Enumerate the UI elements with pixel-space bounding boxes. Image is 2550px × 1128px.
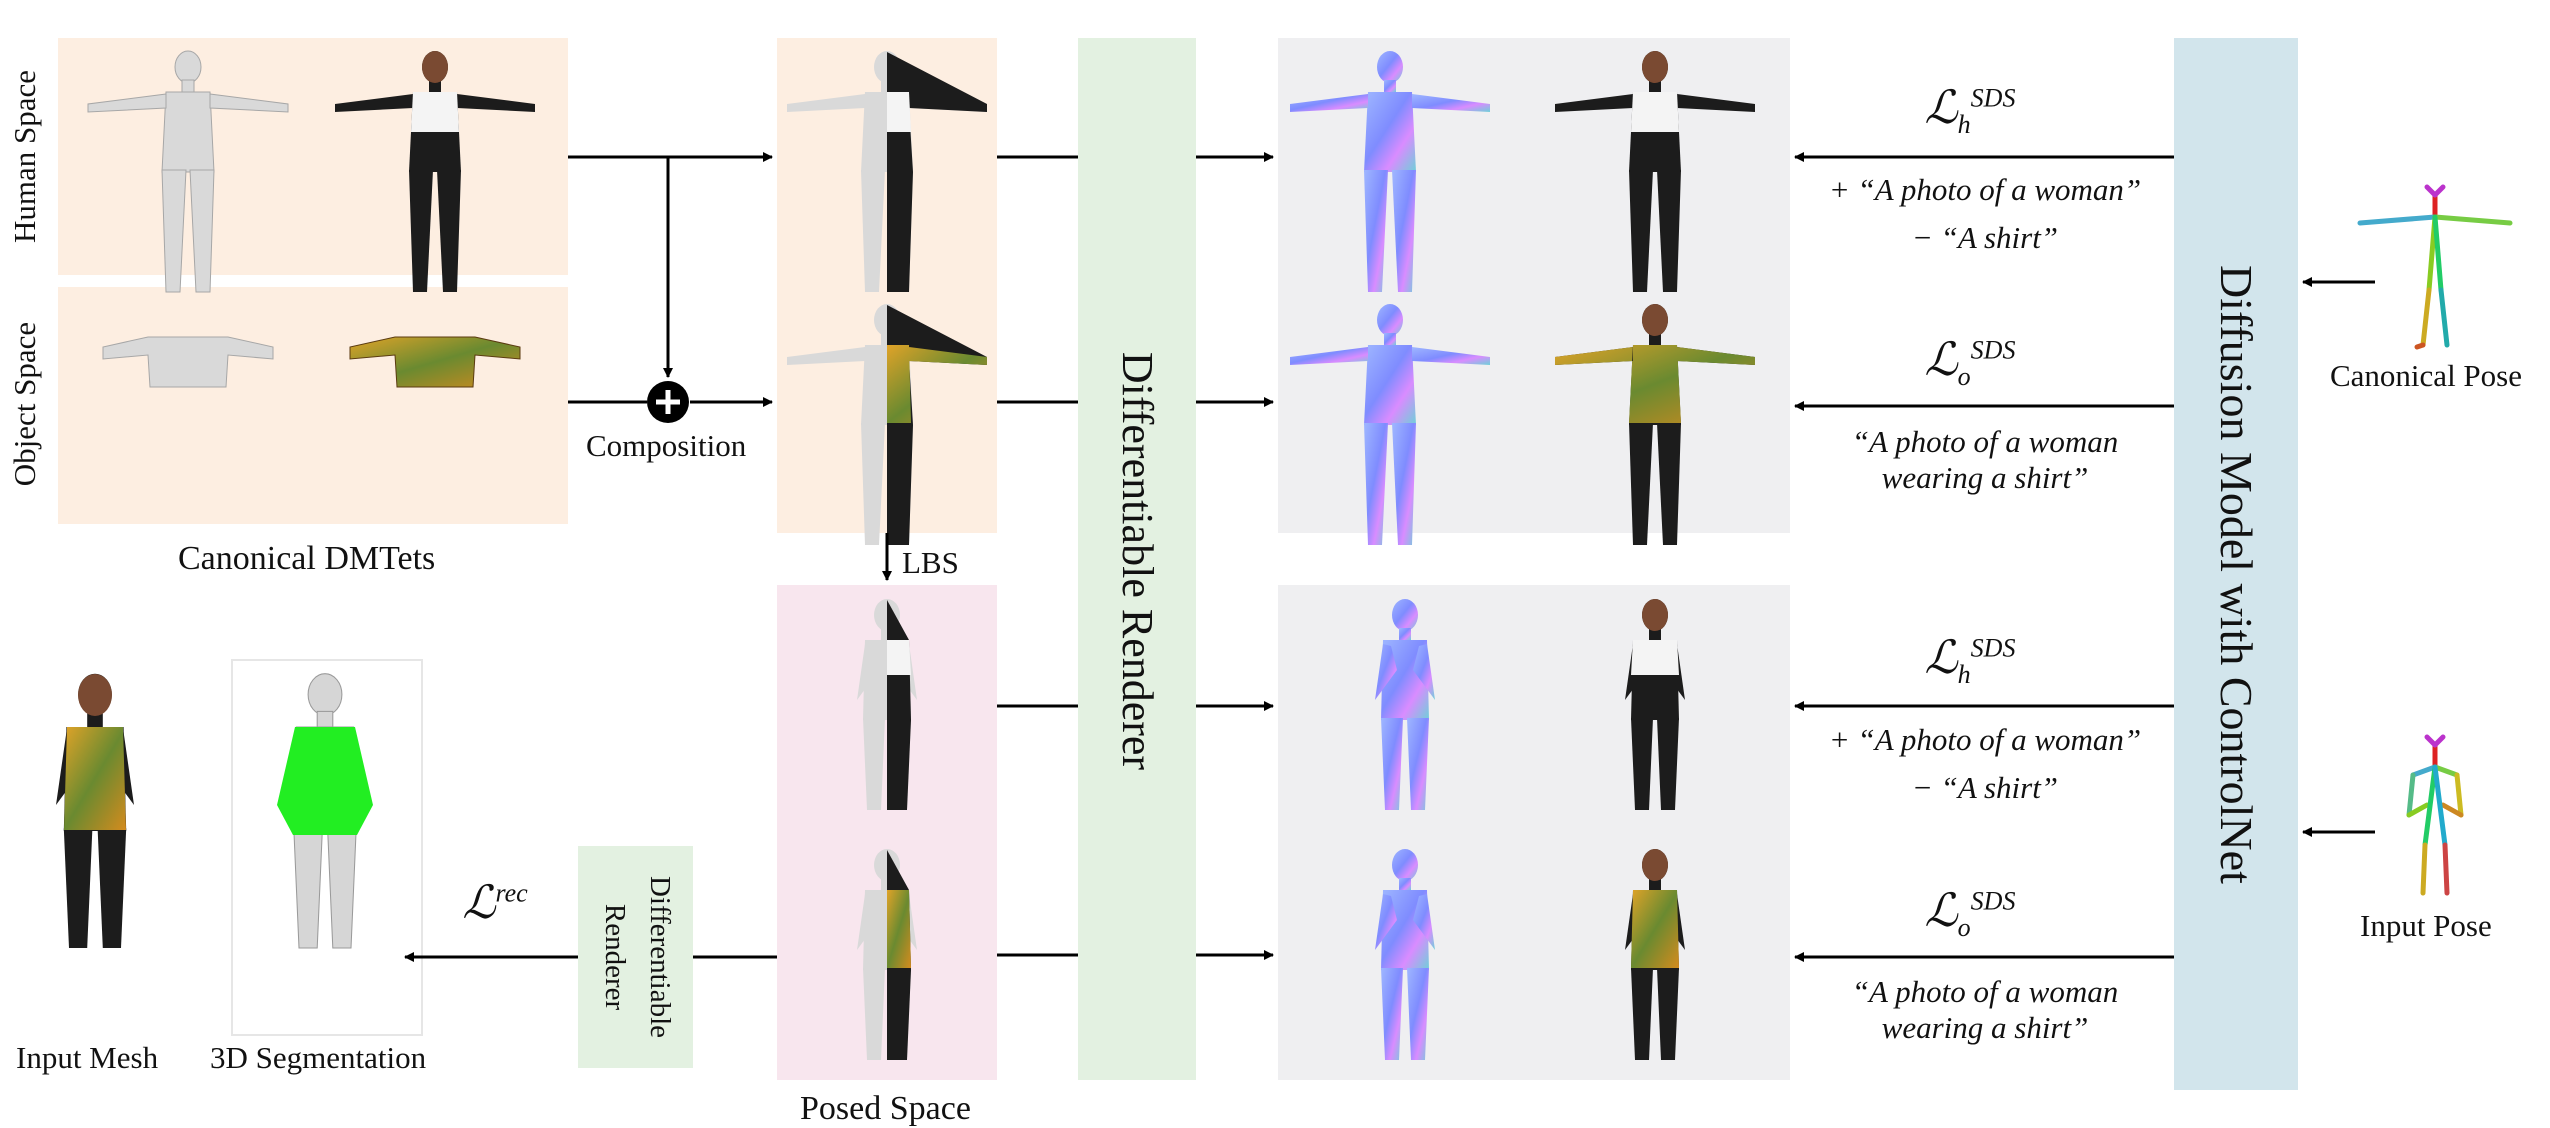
object-sds-loss-posed: ℒoSDS: [1924, 885, 2016, 943]
human-prompt-canonical: + “A photo of a woman” − “A shirt”: [1790, 172, 2180, 256]
human-prompt-minus-posed: − “A shirt”: [1911, 770, 2059, 805]
human-sds-loss-posed: ℒhSDS: [1924, 632, 2016, 690]
canonical-pose-skeleton: [2357, 184, 2513, 350]
shirt-mesh-figure: [102, 336, 274, 388]
rgb-render-posed-object: [1625, 849, 1685, 1060]
object-space-label: Object Space: [7, 321, 42, 487]
composition-label: Composition: [586, 428, 747, 463]
object-prompt-line2-posed: wearing a shirt”: [1881, 1010, 2089, 1045]
object-prompt-posed: “A photo of a woman wearing a shirt”: [1790, 974, 2180, 1046]
object-sds-loss-canonical: ℒoSDS: [1924, 334, 2016, 392]
normal-render-object: [1290, 304, 1490, 545]
segmentation-figure: [277, 673, 373, 949]
input-pose-label: Input Pose: [2360, 908, 2492, 943]
composed-human-figure: [787, 51, 987, 292]
segmentation-frame: [231, 659, 423, 1036]
object-prompt-line1-posed: “A photo of a woman: [1851, 974, 2119, 1009]
diffusion-model-label: Diffusion Model with ControlNet: [2211, 265, 2262, 884]
human-prompt-posed: + “A photo of a woman” − “A shirt”: [1790, 722, 2180, 806]
input-pose-skeleton: [2406, 734, 2464, 896]
diffusion-model-box: [2174, 38, 2298, 1090]
shirt-textured-figure: [349, 336, 521, 388]
rgb-render-human: [1555, 51, 1755, 292]
posed-space-label: Posed Space: [800, 1090, 971, 1127]
human-space-label: Human Space: [7, 69, 42, 243]
posed-render-panel: [1278, 585, 1790, 1080]
human-textured-figure: [335, 51, 535, 292]
small-renderer-label-1: Differentiable: [644, 875, 676, 1039]
normal-render-posed-object: [1375, 849, 1435, 1060]
rgb-render-object: [1555, 304, 1755, 545]
lbs-label: LBS: [902, 545, 959, 580]
posed-human-figure: [857, 599, 917, 810]
canonical-render-panel: [1278, 38, 1790, 533]
object-prompt-canonical: “A photo of a woman wearing a shirt”: [1790, 424, 2180, 496]
human-prompt-plus: + “A photo of a woman”: [1828, 172, 2142, 207]
rgb-render-posed-human: [1625, 599, 1685, 810]
segmentation-3d-label: 3D Segmentation: [210, 1040, 427, 1075]
input-mesh-figure: [56, 673, 134, 948]
small-renderer-box: [578, 846, 693, 1068]
input-mesh-label: Input Mesh: [16, 1040, 159, 1075]
posed-object-figure: [857, 849, 917, 1060]
canonical-dmtets-label: Canonical DMTets: [178, 540, 436, 577]
object-prompt-line2: wearing a shirt”: [1881, 460, 2089, 495]
normal-render-posed-human: [1375, 599, 1435, 810]
human-prompt-minus: − “A shirt”: [1911, 220, 2059, 255]
composed-object-figure: [787, 304, 987, 545]
human-prompt-plus-posed: + “A photo of a woman”: [1828, 722, 2142, 757]
canonical-human-panel: [58, 38, 568, 275]
normal-render-human: [1290, 51, 1490, 292]
canonical-object-panel: [58, 287, 568, 524]
object-prompt-line1: “A photo of a woman: [1851, 424, 2119, 459]
human-sds-loss-canonical: ℒhSDS: [1924, 82, 2016, 140]
differentiable-renderer-box: [1078, 38, 1196, 1080]
canonical-pose-label: Canonical Pose: [2330, 358, 2522, 393]
reconstruction-loss: ℒrec: [462, 877, 528, 928]
human-mesh-figure: [87, 50, 289, 293]
small-renderer-label-2: Renderer: [599, 903, 631, 1011]
differentiable-renderer-label: Differentiable Renderer: [1113, 351, 1162, 771]
